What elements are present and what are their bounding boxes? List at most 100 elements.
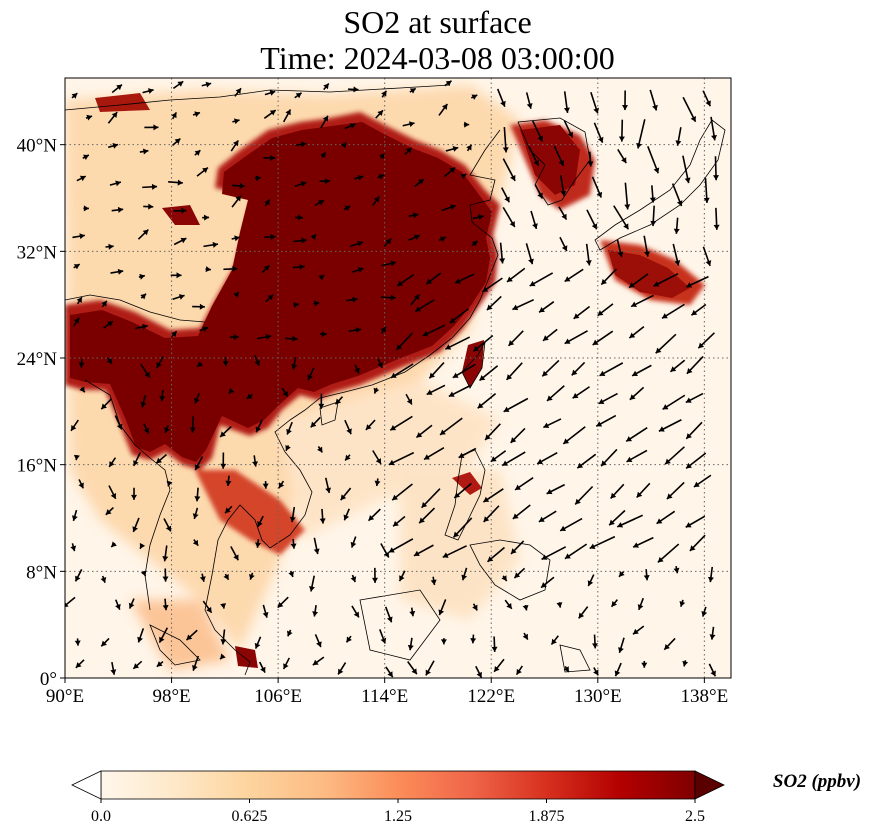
wind-arrow (663, 637, 676, 651)
wind-arrow (689, 534, 706, 552)
wind-arrow (377, 173, 385, 180)
colorbar-extend-low (71, 770, 102, 800)
wind-arrow (529, 272, 554, 287)
wind-arrow (396, 273, 415, 287)
wind-arrow (410, 293, 421, 306)
wind-arrow (407, 637, 414, 651)
wind-arrow (528, 146, 540, 167)
wind-arrow (254, 175, 261, 182)
wind-arrow (156, 356, 164, 369)
wind-arrow (233, 291, 240, 298)
wind-arrow (219, 425, 232, 438)
wind-arrow (563, 91, 570, 113)
wind-arrow (219, 653, 226, 660)
lat-tick-label: 24°N (17, 349, 58, 370)
wind-arrow (713, 156, 719, 181)
wind-arrow (252, 455, 259, 467)
wind-arrow (414, 299, 435, 313)
wind-arrow (344, 419, 352, 435)
wind-arrow (344, 123, 356, 130)
wind-arrow (571, 361, 586, 376)
lon-tick-label: 98°E (152, 686, 190, 707)
wind-arrow (398, 570, 406, 582)
wind-arrow (525, 243, 534, 265)
wind-arrow (564, 268, 584, 283)
wind-arrow (542, 328, 558, 342)
wind-arrow (379, 152, 386, 160)
wind-arrow (595, 414, 617, 427)
wind-arrow (365, 419, 376, 431)
wind-arrow (282, 657, 290, 670)
wind-arrow (507, 330, 524, 347)
wind-arrow (693, 474, 712, 488)
lon-tick-label: 122°E (467, 686, 515, 707)
wind-arrow (381, 260, 397, 267)
wind-arrow (312, 656, 325, 666)
wind-arrow (192, 507, 199, 520)
wind-arrow (472, 214, 484, 221)
wind-arrow (202, 214, 210, 221)
colorbar-extend-high (694, 770, 725, 800)
wind-arrow (109, 180, 122, 187)
wind-arrow (470, 634, 477, 644)
wind-arrow (115, 599, 121, 610)
wind-arrow (262, 604, 269, 618)
wind-arrow (649, 89, 658, 111)
wind-arrow (685, 452, 707, 469)
wind-arrow (82, 154, 90, 160)
wind-arrow (196, 361, 203, 368)
wind-arrow (158, 627, 169, 643)
wind-arrow (140, 293, 147, 300)
wind-arrow (312, 605, 319, 617)
wind-arrow (278, 480, 285, 489)
wind-arrow (564, 330, 588, 345)
wind-arrow (170, 330, 178, 338)
wind-arrow (173, 207, 187, 214)
wind-arrow (525, 92, 533, 109)
wind-arrow (512, 298, 535, 311)
wind-arrow (72, 233, 85, 240)
wind-arrow (261, 264, 271, 274)
wind-arrow (74, 569, 83, 582)
wind-arrow (171, 111, 178, 120)
wind-arrow (114, 415, 123, 430)
wind-arrow (617, 148, 627, 164)
wind-arrow (172, 294, 185, 301)
wind-arrow (133, 452, 141, 467)
wind-arrow (685, 275, 709, 288)
wind-arrow (637, 597, 644, 611)
wind-arrow (83, 205, 89, 212)
wind-arrow (108, 485, 117, 500)
wind-arrow (643, 235, 650, 257)
wind-arrow (426, 384, 446, 396)
wind-arrow (503, 397, 529, 413)
wind-arrow (425, 660, 435, 676)
wind-arrow (599, 362, 624, 377)
wind-arrow (256, 333, 272, 340)
wind-arrow (248, 572, 255, 580)
wind-arrow (572, 386, 590, 399)
wind-arrow (418, 507, 436, 524)
wind-arrow (576, 453, 597, 469)
wind-vector-field (65, 80, 720, 678)
wind-arrow (466, 144, 473, 152)
wind-arrow (343, 205, 351, 212)
wind-arrow (672, 243, 681, 266)
wind-arrow (347, 86, 359, 93)
wind-arrow (194, 149, 201, 156)
wind-arrow (543, 418, 562, 429)
wind-arrow (616, 239, 624, 258)
wind-arrow (313, 300, 320, 307)
wind-arrow (277, 596, 289, 609)
wind-arrow (388, 538, 414, 553)
wind-arrow (132, 517, 140, 533)
wind-arrow (138, 273, 146, 280)
wind-arrow (484, 423, 501, 441)
wind-arrow (73, 263, 81, 270)
wind-arrow (76, 175, 87, 182)
wind-arrow (600, 268, 618, 286)
wind-arrow (354, 364, 360, 374)
wind-arrow (320, 151, 327, 158)
wind-arrow (556, 602, 563, 608)
wind-arrow (143, 203, 154, 210)
